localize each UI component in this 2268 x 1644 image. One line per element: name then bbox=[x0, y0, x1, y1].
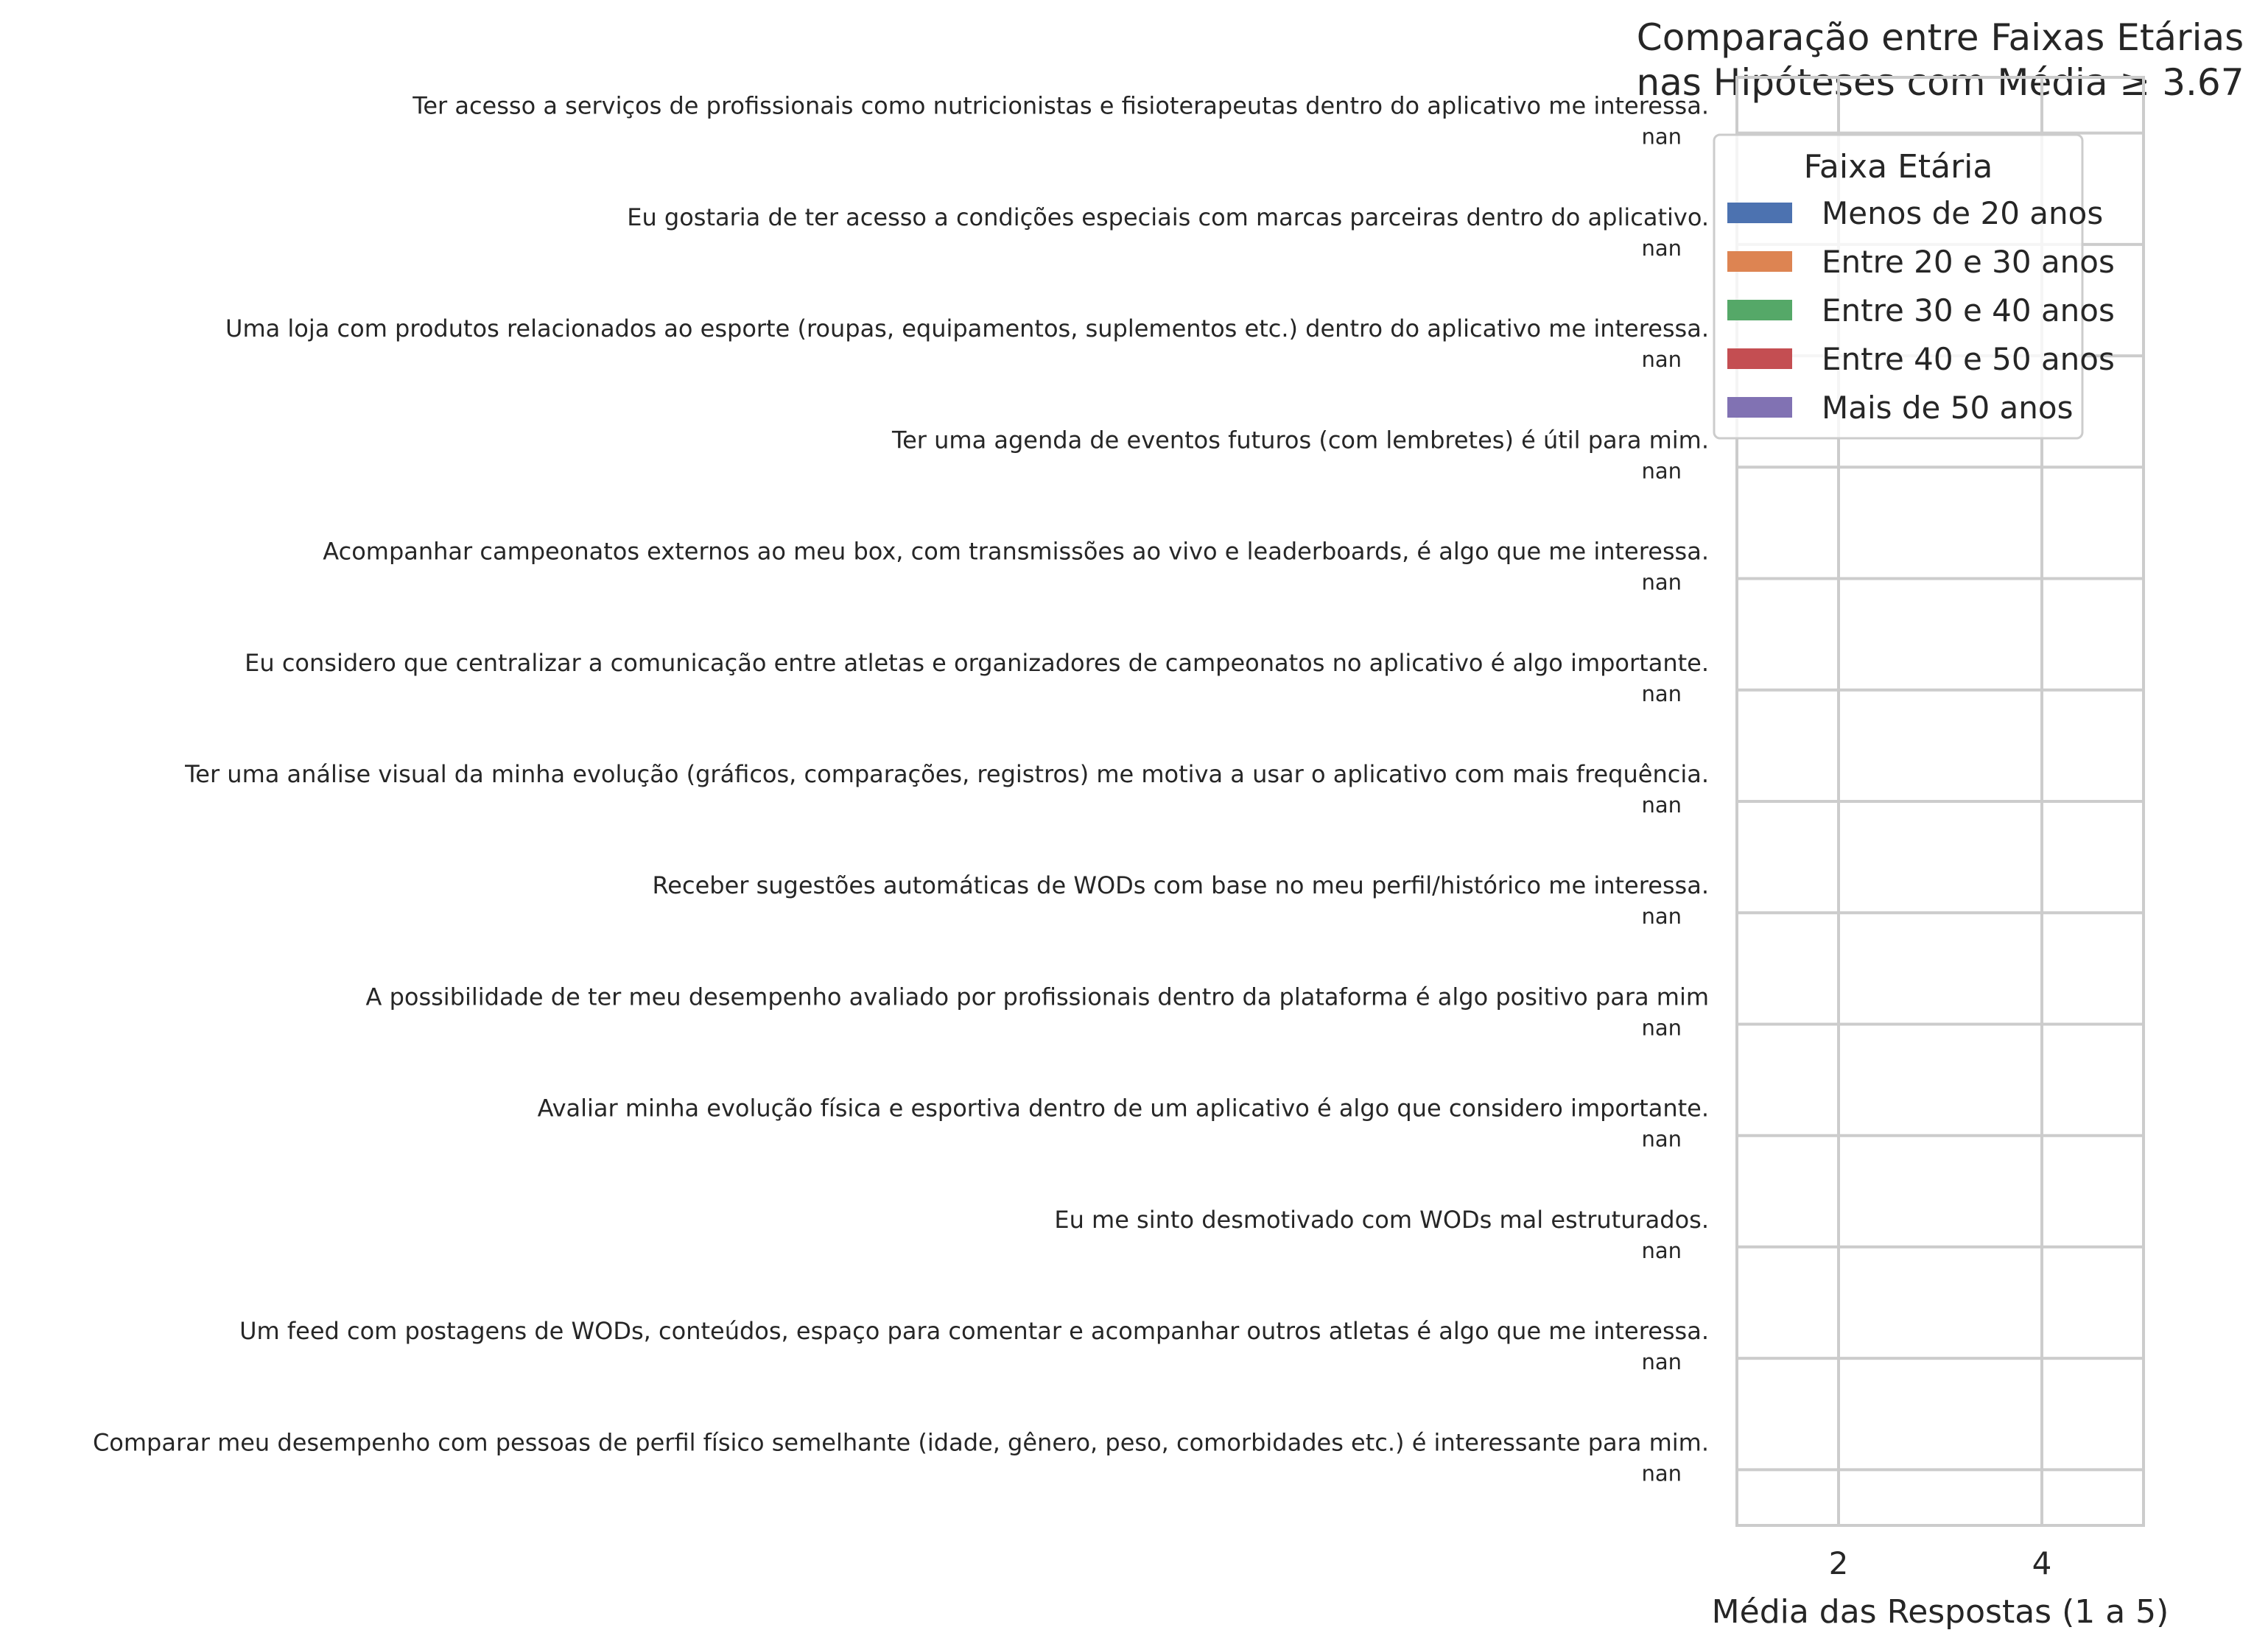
y-tick-label: Uma loja com produtos relacionados ao es… bbox=[225, 315, 1709, 342]
value-label-nan: nan bbox=[1641, 1461, 1682, 1486]
y-tick-label: Eu gostaria de ter acesso a condições es… bbox=[627, 203, 1709, 231]
legend-entry-label: Entre 40 e 50 anos bbox=[1822, 341, 2115, 377]
legend-swatch bbox=[1727, 251, 1792, 272]
axes-border bbox=[1735, 76, 2145, 1527]
legend-title: Faixa Etária bbox=[1804, 148, 1993, 186]
legend-entry-label: Entre 30 e 40 anos bbox=[1822, 292, 2115, 329]
y-tick-label: Acompanhar campeonatos externos ao meu b… bbox=[323, 538, 1709, 566]
legend-box bbox=[1713, 133, 2084, 440]
y-tick-label: Comparar meu desempenho com pessoas de p… bbox=[93, 1428, 1709, 1456]
value-label-nan: nan bbox=[1641, 1349, 1682, 1374]
y-tick-label: A possibilidade de ter meu desempenho av… bbox=[366, 983, 1710, 1011]
value-label-nan: nan bbox=[1641, 458, 1682, 483]
value-label-nan: nan bbox=[1641, 904, 1682, 929]
value-label-nan: nan bbox=[1641, 1238, 1682, 1263]
y-tick-label: Ter acesso a serviços de profissionais c… bbox=[412, 92, 1709, 120]
value-label-nan: nan bbox=[1641, 681, 1682, 706]
value-labels: nan nan nan nan nan nan nan nan nan nan nan nan nan bbox=[1641, 124, 1682, 1486]
axes-frame bbox=[1735, 76, 2145, 1527]
value-label-nan: nan bbox=[1641, 124, 1682, 150]
y-tick-label: Receber sugestões automáticas de WODs co… bbox=[653, 871, 1710, 899]
value-label-nan: nan bbox=[1641, 793, 1682, 818]
value-label-nan: nan bbox=[1641, 570, 1682, 595]
legend: Faixa Etária Menos de 20 anos Entre 20 e 3… bbox=[1713, 133, 2115, 440]
y-tick-label: Ter uma análise visual da minha evolução… bbox=[184, 760, 1709, 788]
y-tick-labels: Ter acesso a serviços de profissionais c… bbox=[93, 92, 1709, 1457]
chart-title-line: nas Hipóteses com Média ≥ 3.67 bbox=[1636, 61, 2244, 104]
legend-swatch bbox=[1727, 300, 1792, 320]
legend-swatch bbox=[1727, 348, 1792, 369]
value-label-nan: nan bbox=[1641, 347, 1682, 372]
legend-swatch bbox=[1727, 203, 1792, 223]
value-label-nan: nan bbox=[1641, 236, 1682, 261]
legend-swatch bbox=[1727, 397, 1792, 418]
y-tick-label: Ter uma agenda de eventos futuros (com l… bbox=[891, 426, 1709, 454]
value-label-nan: nan bbox=[1641, 1015, 1682, 1040]
chart-title-line: Comparação entre Faixas Etárias bbox=[1637, 16, 2244, 59]
x-axis-label: Média das Respostas (1 a 5) bbox=[1712, 1593, 2169, 1631]
value-label-nan: nan bbox=[1641, 1127, 1682, 1152]
y-tick-label: Avaliar minha evolução física e esportiv… bbox=[538, 1095, 1709, 1123]
y-tick-label: Eu me sinto desmotivado com WODs mal est… bbox=[1054, 1206, 1709, 1234]
x-tick-label: 4 bbox=[2032, 1545, 2052, 1581]
y-tick-label: Um feed com postagens de WODs, conteúdos… bbox=[239, 1317, 1709, 1345]
legend-entry-label: Menos de 20 anos bbox=[1822, 195, 2103, 231]
legend-entry-label: Mais de 50 anos bbox=[1822, 390, 2073, 426]
y-tick-label: Eu considero que centralizar a comunicaç… bbox=[245, 649, 1709, 677]
x-tick-label: 2 bbox=[1829, 1545, 1849, 1581]
legend-entry-label: Entre 20 e 30 anos bbox=[1822, 244, 2115, 280]
